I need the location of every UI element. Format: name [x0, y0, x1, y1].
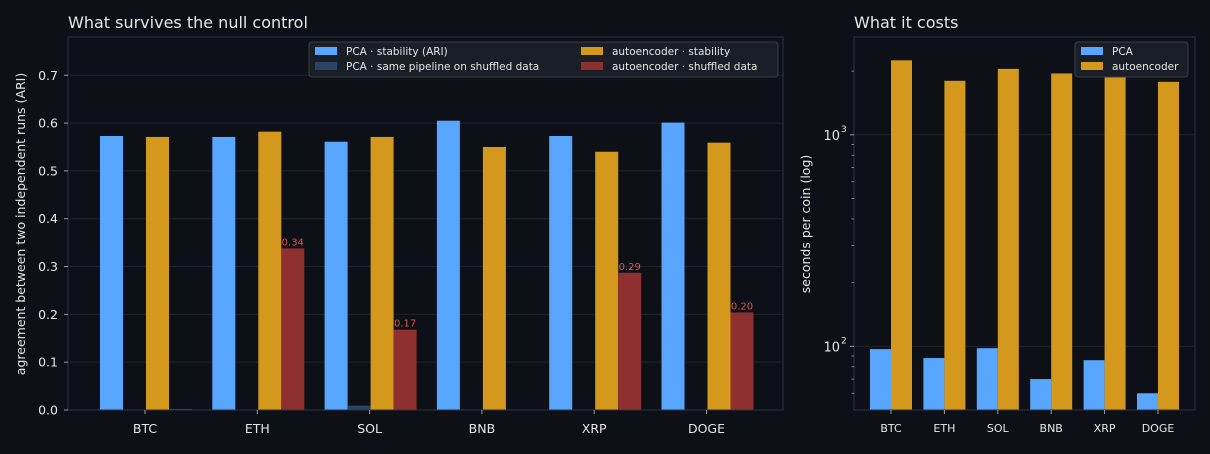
stability-y-tick-label: 0.3 [38, 259, 58, 274]
shuffled-value-label-eth: 0.34 [282, 237, 304, 248]
cost-x-tick-label-btc: BTC [880, 422, 902, 435]
cost-bars [870, 60, 1179, 411]
bar-cost-pca-eth [923, 358, 945, 410]
bar-autoencoder-stability-btc [146, 136, 169, 410]
stability-panel: What survives the null control agreement… [13, 13, 784, 436]
cost-y-axis-label: seconds per coin (log) [798, 155, 813, 294]
cost-x-tick-label-sol: SOL [987, 422, 1010, 435]
bar-autoencoder-shuffled-data-doge [730, 312, 754, 410]
bar-cost-autoencoder-bnb [1051, 73, 1073, 410]
cost-legend: PCA autoencoder [1074, 41, 1189, 78]
bar-pca-stability-ari-eth [212, 136, 236, 410]
stability-y-tick-label: 0.7 [38, 68, 58, 83]
bar-pca-stability-ari-btc [100, 135, 123, 410]
stability-axes-frame [67, 36, 784, 411]
stability-bars [100, 120, 754, 410]
bar-cost-pca-sol [976, 348, 998, 410]
legend-swatch-pca-same-pipeline-on-shuffled-data [315, 62, 337, 70]
cost-legend-swatch-pca [1081, 47, 1103, 55]
stability-x-tick-label-btc: BTC [133, 421, 157, 436]
stability-chart-title: What survives the null control [68, 13, 308, 32]
legend-label-pca-stability-ari: PCA · stability (ARI) [346, 46, 448, 58]
stability-x-tick-label-xrp: XRP [582, 421, 607, 436]
bar-cost-autoencoder-sol [997, 68, 1019, 410]
bar-pca-stability-ari-xrp [549, 135, 573, 410]
shuffled-value-label-xrp: 0.29 [619, 262, 641, 273]
cost-legend-label-autoencoder: autoencoder [1112, 61, 1179, 73]
stability-x-tick-label-bnb: BNB [469, 421, 496, 436]
bar-autoencoder-stability-doge [707, 142, 731, 410]
cost-x-ticks: BTC ETH SOL BNB XRP DOGE [880, 410, 1174, 435]
bar-autoencoder-shuffled-data-xrp [618, 272, 642, 410]
bar-cost-pca-xrp [1083, 360, 1105, 410]
bar-cost-autoencoder-xrp [1104, 73, 1126, 410]
bar-autoencoder-stability-bnb [482, 146, 506, 410]
cost-axes-frame [853, 36, 1196, 411]
cost-y-tick-label: 10 [823, 340, 840, 355]
bar-pca-stability-ari-sol [324, 141, 348, 410]
legend-swatch-autoencoder-stability [581, 47, 603, 55]
stability-legend-box [308, 41, 779, 78]
shuffled-value-label-doge: 0.20 [731, 301, 753, 312]
bar-cost-pca-bnb [1030, 379, 1052, 410]
stability-y-tick-label: 0.0 [38, 403, 58, 418]
shuffled-value-label-sol: 0.17 [394, 319, 416, 330]
legend-label-autoencoder-stability: autoencoder · stability [612, 46, 730, 58]
cost-y-tick-exponent: 2 [841, 336, 847, 346]
bar-autoencoder-stability-eth [258, 131, 282, 410]
bar-pca-same-pipeline-on-shuffled-data-sol [347, 405, 371, 410]
cost-x-tick-label-eth: ETH [933, 422, 955, 435]
stability-y-tick-label: 0.6 [38, 116, 58, 131]
bar-autoencoder-stability-xrp [595, 151, 619, 410]
bar-cost-autoencoder-btc [891, 60, 912, 411]
legend-swatch-pca-stability-ari [315, 47, 337, 55]
cost-x-tick-label-doge: DOGE [1142, 422, 1175, 435]
stability-y-ticks: 0.0 0.1 0.2 0.3 0.4 0.5 0.6 0.7 [38, 68, 68, 418]
legend-label-autoencoder-shuffled-data: autoencoder · shuffled data [612, 61, 757, 73]
bar-cost-autoencoder-eth [944, 80, 966, 410]
stability-y-tick-label: 0.1 [38, 355, 58, 370]
stability-y-tick-label: 0.5 [38, 163, 58, 178]
stability-x-tick-label-eth: ETH [245, 421, 270, 436]
stability-annotations: 0.34 0.17 0.29 0.20 [282, 237, 753, 329]
bar-autoencoder-shuffled-data-eth [281, 248, 305, 410]
stability-y-tick-label: 0.4 [38, 211, 58, 226]
stability-x-tick-label-doge: DOGE [688, 421, 725, 436]
bar-cost-pca-btc [870, 349, 891, 410]
legend-label-pca-same-pipeline-on-shuffled-data: PCA · same pipeline on shuffled data [346, 61, 539, 73]
bar-pca-stability-ari-bnb [436, 120, 460, 410]
bar-cost-pca-doge [1137, 393, 1158, 410]
stability-legend: PCA · stability (ARI) PCA · same pipeline… [308, 41, 779, 78]
cost-legend-swatch-autoencoder [1081, 62, 1103, 70]
cost-x-tick-label-bnb: BNB [1040, 422, 1063, 435]
stability-x-ticks: BTC ETH SOL BNB XRP DOGE [133, 410, 725, 436]
cost-y-tick-exponent: 3 [841, 125, 847, 135]
cost-chart-title: What it costs [854, 13, 958, 32]
cost-legend-box [1074, 41, 1189, 78]
cost-panel: What it costs seconds per coin (log) 10 2… [798, 13, 1196, 435]
cost-y-tick-label: 10 [823, 129, 840, 144]
cost-x-tick-label-xrp: XRP [1094, 422, 1116, 435]
stability-y-axis-label: agreement between two independent runs (… [13, 73, 28, 375]
stability-y-tick-label: 0.2 [38, 307, 58, 322]
bar-pca-stability-ari-doge [661, 122, 685, 410]
stability-x-tick-label-sol: SOL [357, 421, 382, 436]
bar-cost-autoencoder-doge [1158, 81, 1179, 410]
bar-autoencoder-shuffled-data-sol [393, 329, 417, 410]
bar-autoencoder-stability-sol [370, 136, 394, 410]
legend-swatch-autoencoder-shuffled-data [581, 62, 603, 70]
cost-legend-label-pca: PCA [1112, 46, 1134, 58]
